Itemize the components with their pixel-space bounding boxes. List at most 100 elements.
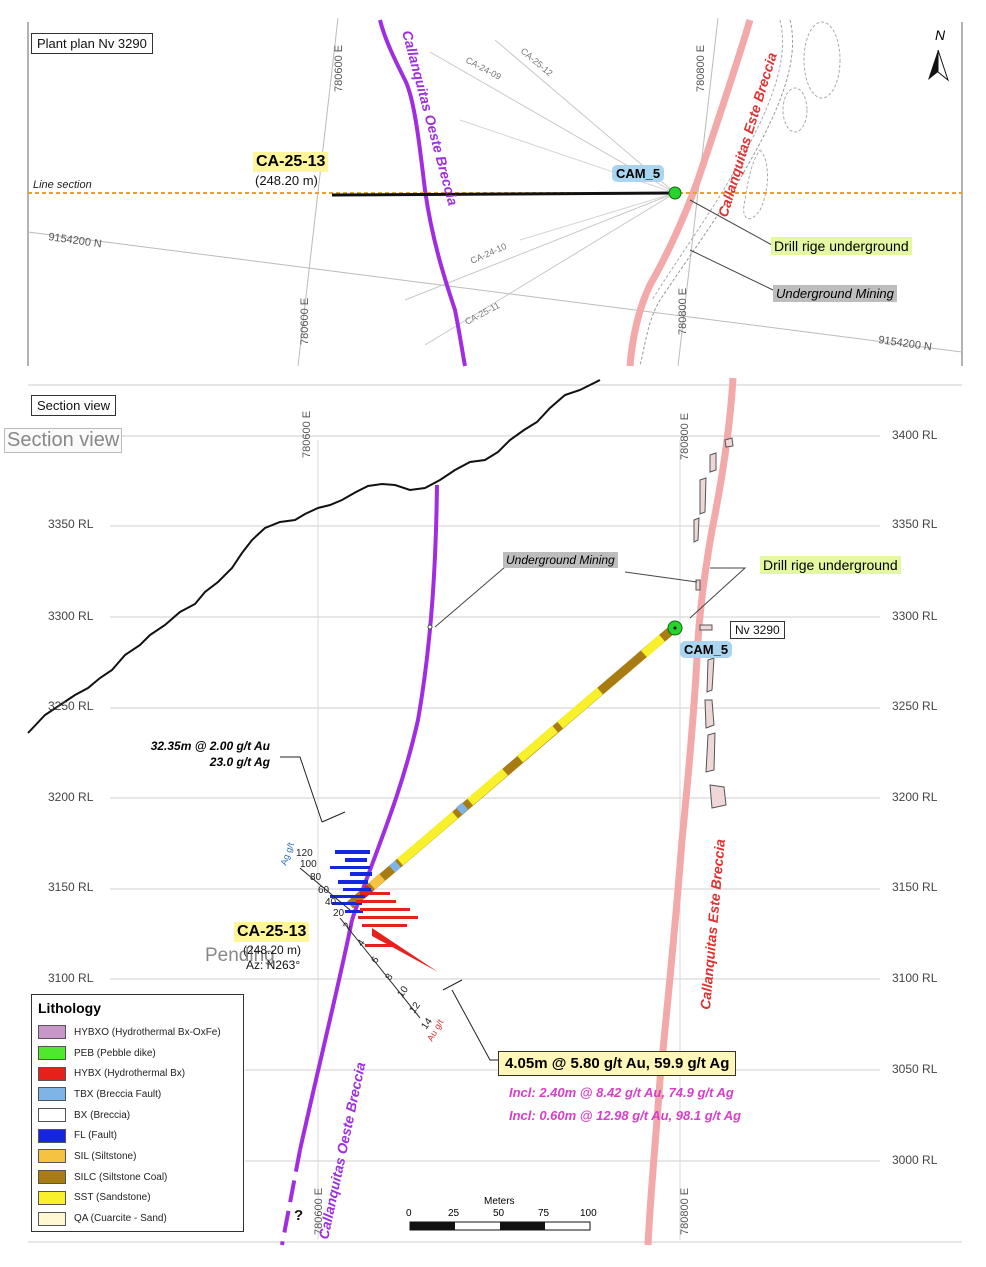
svg-text:40: 40 <box>325 897 337 908</box>
plan-mining-stope-2 <box>782 87 808 133</box>
legend-swatch <box>38 1211 66 1226</box>
plan-hole-depth: (248.20 m) <box>255 173 318 188</box>
legend-item: BX (Breccia) <box>32 1105 243 1126</box>
plan-northing-left: 9154200 N <box>48 231 103 250</box>
legend-swatch <box>38 1149 66 1164</box>
plan-collar-marker <box>668 186 682 200</box>
legend-swatch <box>38 1046 66 1061</box>
plan-hole-label-ca-24-10: CA-24-10 <box>469 241 508 266</box>
plan-grid-easting-b <box>677 17 719 367</box>
section-east-breccia <box>644 377 737 1246</box>
legend-swatch <box>38 1190 66 1205</box>
section-west-breccia <box>350 484 439 921</box>
section-station-label: CAM_5 <box>680 641 733 658</box>
legend-item: SIL (Siltstone) <box>32 1146 243 1167</box>
section-mining-marker <box>427 624 433 630</box>
plan-hole-ca-24-10 <box>404 192 676 301</box>
svg-text:120: 120 <box>296 848 313 859</box>
legend-swatch <box>38 1128 66 1143</box>
svg-text:6: 6 <box>369 954 381 965</box>
section-drill-hole <box>347 624 677 909</box>
ag-histogram <box>330 850 372 913</box>
plan-hole-ca-25-13 <box>331 191 676 197</box>
legend-swatch <box>38 1025 66 1040</box>
incl-result-2: Incl: 0.60m @ 12.98 g/t Au, 98.1 g/t Ag <box>509 1108 742 1123</box>
ag-tick-labels: 120 100 80 60 40 20 <box>296 848 345 919</box>
result-bracket <box>442 979 463 991</box>
plan-line-section-label: Line section <box>33 179 92 191</box>
intercept-bracket <box>321 811 346 823</box>
topography-line <box>27 379 601 734</box>
svg-text:8: 8 <box>383 971 395 982</box>
plan-drill-leader <box>689 199 773 246</box>
section-west-breccia-lower <box>298 919 354 1151</box>
svg-text:100: 100 <box>300 859 317 870</box>
section-mining-outlines <box>693 437 734 809</box>
section-east-breccia-label: Callanquitas Este Breccia <box>697 838 728 1010</box>
plan-easting-a-top: 780600 E <box>333 45 345 92</box>
ag-axis-label: Ag g/t <box>278 841 296 867</box>
au-histogram <box>356 892 438 972</box>
legend-title: Lithology <box>38 1000 101 1016</box>
section-drill-leader <box>689 567 747 619</box>
plan-mining-leader <box>689 249 774 291</box>
section-mining-leader-2 <box>624 571 698 583</box>
plan-hole-label-ca-25-11: CA-25-11 <box>463 300 501 327</box>
plan-mining-stope-1 <box>803 21 841 99</box>
svg-text:4: 4 <box>355 937 367 948</box>
level-label: Nv 3290 <box>730 621 785 639</box>
plan-northing-right: 9154200 N <box>878 334 933 353</box>
plan-hole-label-ca-25-12: CA-25-12 <box>519 46 555 78</box>
lithology-legend: Lithology HYBXO (Hydrothermal Bx-OxFe) P… <box>31 994 244 1232</box>
pending-label: Pending <box>205 945 275 966</box>
plan-mining-stope-3 <box>743 149 768 220</box>
legend-item: TBX (Breccia Fault) <box>32 1084 243 1105</box>
plan-west-breccia <box>378 19 467 367</box>
plan-west-breccia-label: Callanquitas Oeste Breccia <box>399 29 461 208</box>
ag-axis <box>299 867 351 911</box>
plan-hole-ca-25-11 <box>424 192 676 346</box>
section-mining-label: Underground Mining <box>503 552 618 568</box>
section-azimuth: Az: N263° <box>246 958 301 972</box>
svg-text:12: 12 <box>407 1000 423 1016</box>
plan-hole-label: CA-25-13 <box>253 152 329 172</box>
section-hole-label: CA-25-13 <box>234 922 310 942</box>
legend-item: HYBXO (Hydrothermal Bx-OxFe) <box>32 1022 243 1043</box>
legend-swatch <box>38 1108 66 1123</box>
plan-view: N 780600 E 780800 E 780600 E 780800 E 91… <box>27 17 963 367</box>
rl-gridlines <box>110 435 880 1162</box>
svg-text:10: 10 <box>395 984 411 1000</box>
section-west-breccia-label: Callanquitas Oeste Breccia <box>315 1061 368 1241</box>
question-mark: ? <box>294 1207 304 1224</box>
upper-intercept-line1: 32.35m @ 2.00 g/t Au <box>150 739 270 753</box>
section-collar-center <box>673 626 677 630</box>
scale-unit: Meters <box>484 1196 515 1207</box>
upper-intercept-line2: 23.0 g/t Ag <box>209 755 270 769</box>
legend-item: PEB (Pebble dike) <box>32 1043 243 1064</box>
plan-grid-northing <box>27 231 963 353</box>
section-mining-leader <box>434 566 506 628</box>
section-easting-a-bottom: 780600 E <box>313 1188 325 1235</box>
plan-mining-outline-1 <box>639 19 794 367</box>
au-axis <box>339 917 421 1019</box>
section-easting-b-top: 780800 E <box>679 413 691 460</box>
main-result-box: 4.05m @ 5.80 g/t Au, 59.9 g/t Ag <box>498 1051 737 1076</box>
legend-swatch <box>38 1087 66 1102</box>
incl-result-1: Incl: 2.40m @ 8.42 g/t Au, 74.9 g/t Ag <box>509 1085 734 1100</box>
intercept-leader <box>280 756 323 823</box>
section-drill-label: Drill rige underground <box>760 556 901 574</box>
plan-north-label: N <box>935 27 946 43</box>
plan-easting-b-bottom: 780800 E <box>677 288 689 335</box>
legend-item: QA (Cuarcite - Sand) <box>32 1208 243 1229</box>
plan-easting-a-bottom: 780600 E <box>299 298 311 345</box>
plan-easting-b-top: 780800 E <box>695 45 707 92</box>
svg-text:80: 80 <box>310 872 322 883</box>
section-west-breccia-projected <box>280 1149 302 1246</box>
plan-hole-extra-2 <box>519 192 676 241</box>
legend-item: HYBX (Hydrothermal Bx) <box>32 1063 243 1084</box>
plan-drill-label: Drill rige underground <box>771 237 912 255</box>
section-hole-depth: (248.20 m) <box>243 943 302 957</box>
section-ghost-title: Section view <box>4 428 123 453</box>
result-leader <box>451 989 498 1061</box>
